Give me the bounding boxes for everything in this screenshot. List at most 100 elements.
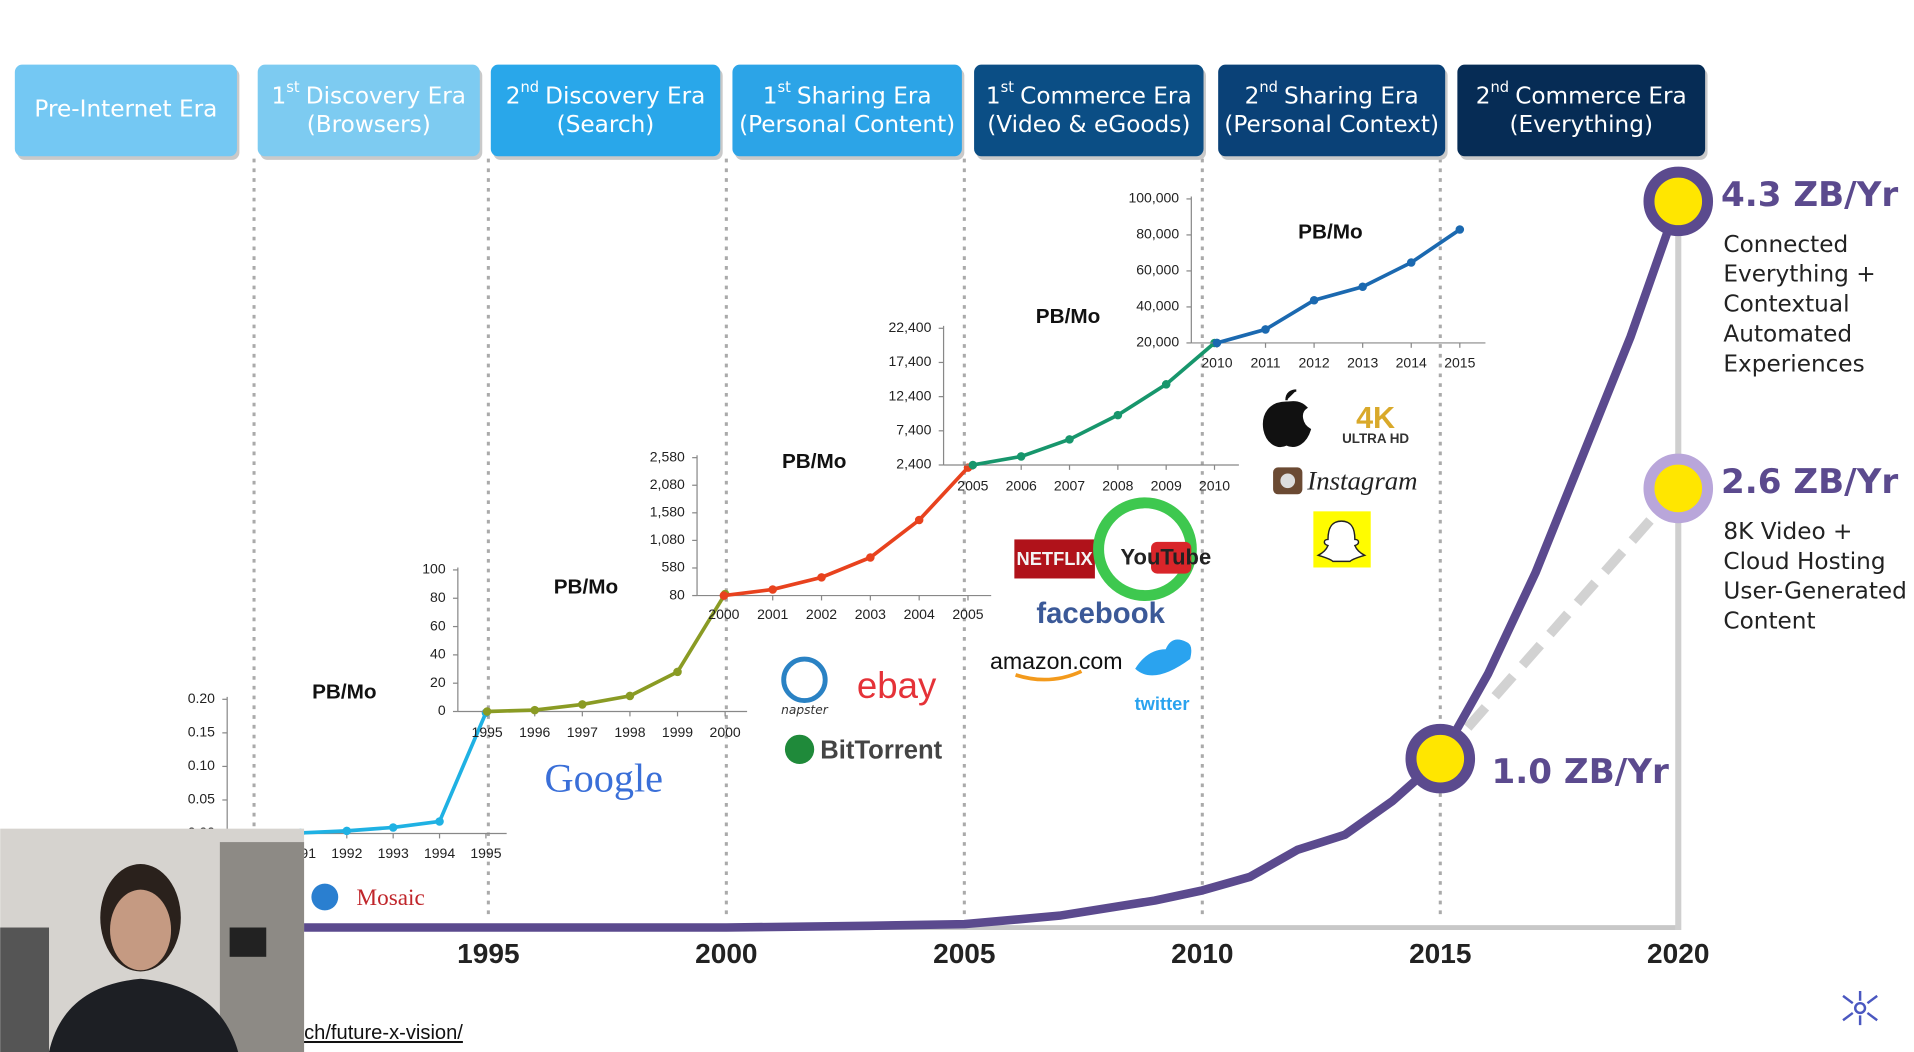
annotation-line: Cloud Hosting [1723,548,1885,575]
x-tick-label: 1992 [331,845,362,861]
y-tick-label: 0.05 [188,791,215,807]
era-box [14,64,237,157]
y-tick-label: 2,400 [896,456,931,472]
data-point [1358,282,1367,292]
mosaic-logo: Mosaic [357,885,425,911]
bittorrent-icon [784,734,815,764]
x-tick-label: 2000 [710,724,741,740]
era-ordinal: 2 [506,82,521,109]
era-title: 1st Sharing Era [763,79,932,109]
y-tick-label: 7,400 [896,422,931,438]
y-tick-label: 0.10 [188,757,215,773]
y-tick-label: 40 [430,646,446,662]
era-title: 2nd Commerce Era [1476,79,1687,109]
webcam-equipment [0,927,50,1052]
era-ordinal: 2 [1476,82,1491,109]
data-line [246,197,1683,932]
data-line [487,593,727,714]
y-tick-label: 580 [661,559,685,575]
webcam-overlay [0,828,305,1052]
era-subtitle: (Personal Content) [739,111,955,138]
y-tick-label: 17,400 [888,353,931,369]
x-tick-label: 2005 [933,938,995,969]
x-tick-label: 1995 [457,938,519,969]
x-tick-label: 2012 [1299,354,1330,370]
era-ordinal-suffix: st [777,79,791,96]
bittorrent-logo: BitTorrent [820,737,942,765]
y-tick-label: 60,000 [1136,262,1179,278]
y-tick-label: 20,000 [1136,334,1179,350]
data-point [673,667,682,677]
annotation-line: Experiences [1723,350,1864,377]
x-tick-label: 2010 [1171,938,1233,969]
annotation-line: User-Generated [1723,578,1906,605]
x-tick-label: 1997 [567,724,598,740]
x-tick-label: 1999 [662,724,693,740]
ebay-logo: ebay [857,665,937,706]
data-line [723,466,970,598]
y-tick-label: 80 [669,586,685,602]
era-title: 1st Discovery Era [272,79,466,109]
x-tick-label: 2013 [1347,354,1378,370]
era-box [490,64,721,157]
corner-icon [1842,990,1878,1026]
data-point [388,823,398,832]
data-point [1455,225,1465,234]
era-ordinal-suffix: st [1001,79,1015,96]
y-tick-label: 20 [430,674,446,690]
annotation-line: Contextual [1723,291,1849,318]
data-point [1016,452,1026,461]
era-ordinal: 1 [272,82,287,109]
youtube-box [1151,541,1192,574]
era-subtitle: (Browsers) [307,111,431,138]
era-name: Commerce Era [1515,82,1687,109]
era-box [257,64,480,157]
data-point [1161,380,1171,389]
x-tick-label: 2005 [952,606,983,622]
x-tick-label: 2001 [757,606,788,622]
era-ordinal-suffix: st [286,79,300,96]
era-subtitle: (Video & eGoods) [987,111,1190,138]
x-tick-label: 2015 [1409,938,1471,969]
x-tick-label: 2000 [695,938,757,969]
chart-title: PB/Mo [312,681,377,704]
y-tick-label: 60 [430,617,446,633]
x-tick-label: 2011 [1250,354,1280,370]
source-link[interactable]: ch/future-x-vision/ [304,1022,463,1044]
facebook-logo: facebook [1036,597,1165,630]
data-point [866,553,875,562]
data-point [342,826,352,836]
data-point [578,700,587,709]
x-tick-label: 2006 [1006,478,1037,494]
era-box [974,64,1204,157]
netflix-box [1014,539,1095,579]
era-subtitle: (Search) [557,111,655,138]
era-ordinal-suffix: nd [520,79,539,96]
charts: 1995 2000 2005 2010 2015 2020 1.0 ZB/Yr 4.3 ZB/… [188,166,1907,969]
x-tick-label: 2002 [806,606,837,622]
era-ordinal-suffix: nd [1259,79,1278,96]
y-tick-label: 0.20 [188,690,215,706]
data-line [1436,485,1682,762]
apple-icon [1262,389,1312,447]
era-ordinal: 1 [763,82,778,109]
era-subtitle: (Personal Context) [1224,111,1439,138]
data-point [1309,296,1319,305]
era-name: Discovery Era [545,82,705,109]
era-name: Discovery Era [306,82,466,109]
x-tick-label: 1998 [614,724,645,740]
amazon-logo: amazon.com [990,648,1123,674]
logos: Mosaic Google napster ebay BitTorrent NE… [311,389,1418,911]
data-line [1216,228,1461,345]
era-title: 2nd Discovery Era [506,79,706,109]
era-banner: Pre-Internet Era 1st Discovery Era(Browser… [14,64,1708,160]
era-title: 1st Commerce Era [986,79,1192,109]
y-tick-label: 80 [430,589,446,605]
x-tick-label: 2010 [1201,354,1232,370]
x-tick-label: 2007 [1054,478,1085,494]
annotation-line: 8K Video + [1723,518,1852,545]
annotation-line: Content [1723,608,1815,635]
4k-logo: 4K [1356,401,1395,435]
